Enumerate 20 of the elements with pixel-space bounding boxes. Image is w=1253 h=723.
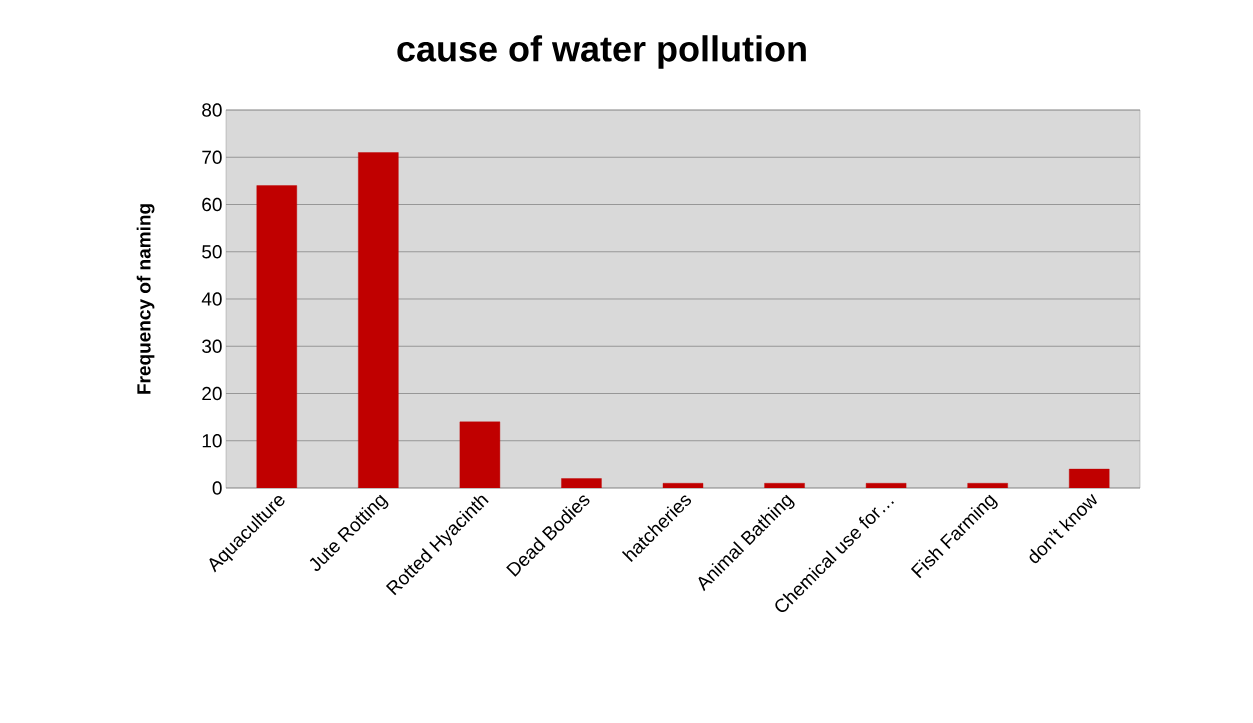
bar bbox=[459, 421, 501, 488]
chart-title: cause of water pollution bbox=[397, 35, 806, 69]
y-tick-label: 30 bbox=[202, 339, 222, 353]
bar bbox=[967, 483, 1008, 488]
bar bbox=[764, 483, 805, 488]
y-tick-label: 0 bbox=[212, 481, 222, 495]
y-tick-label: 60 bbox=[202, 197, 222, 212]
bar bbox=[561, 478, 602, 488]
bar bbox=[662, 483, 704, 488]
y-tick-label: 50 bbox=[202, 245, 222, 259]
bar bbox=[865, 483, 907, 488]
bar bbox=[1069, 468, 1110, 488]
y-tick-label: 40 bbox=[201, 292, 222, 306]
y-tick-label: 80 bbox=[202, 103, 222, 117]
y-tick-label: 20 bbox=[202, 386, 222, 401]
y-axis-title: Frequency of naming bbox=[136, 204, 155, 394]
bar bbox=[358, 152, 399, 488]
y-tick-label: 70 bbox=[202, 150, 222, 164]
bar bbox=[256, 185, 297, 488]
y-tick-label: 10 bbox=[202, 434, 222, 448]
